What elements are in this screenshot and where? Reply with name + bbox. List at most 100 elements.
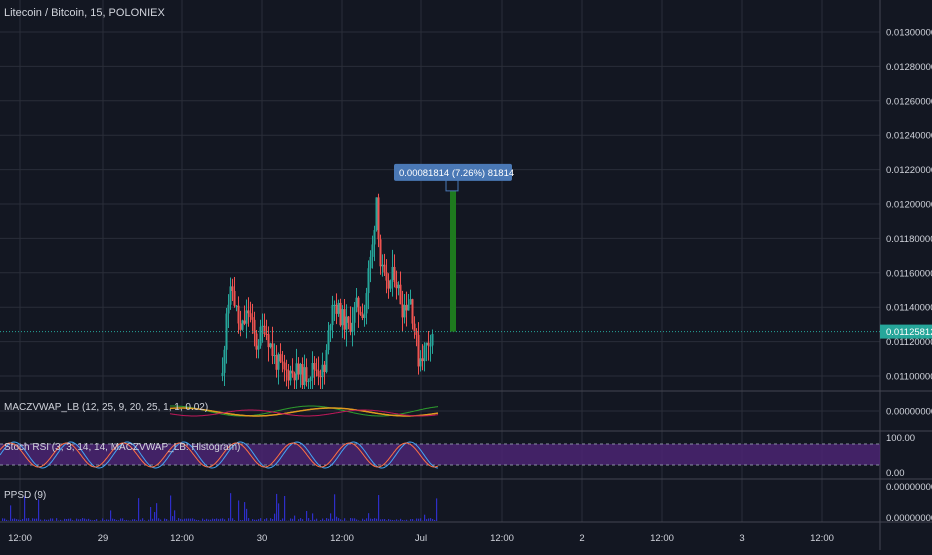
ppsd-bar xyxy=(322,519,323,521)
ppsd-bar xyxy=(20,520,21,521)
candle-body xyxy=(274,355,276,356)
ppsd-bar xyxy=(94,520,95,521)
candle-body xyxy=(318,371,320,376)
ppsd-bar xyxy=(246,509,247,521)
candle-body xyxy=(352,323,354,332)
candle-body xyxy=(280,354,282,361)
ppsd-bar xyxy=(258,519,259,521)
candle-body xyxy=(222,373,224,376)
ppsd-bar xyxy=(116,520,117,521)
candle-body xyxy=(302,364,304,385)
ppsd-bar xyxy=(38,499,39,521)
ppsd-bar xyxy=(194,519,195,521)
ppsd-bar xyxy=(124,520,125,521)
ppsd-bar xyxy=(118,520,119,521)
ppsd-bar xyxy=(278,503,279,521)
ppsd-bar xyxy=(328,519,329,521)
candle-body xyxy=(256,334,258,350)
time-tick-label: 29 xyxy=(98,533,109,544)
candle-body xyxy=(428,343,430,346)
candle-body xyxy=(384,265,386,273)
ppsd-bar xyxy=(392,520,393,521)
candle-body xyxy=(396,282,398,288)
candle-body xyxy=(250,313,252,317)
candle-body xyxy=(408,304,410,310)
candle-body xyxy=(406,305,408,310)
price-tick-label: 0.01120000 xyxy=(886,337,932,348)
candle-body xyxy=(382,265,384,267)
ppsd-bar xyxy=(202,519,203,521)
ppsd-bar xyxy=(166,519,167,521)
ppsd-bar xyxy=(404,520,405,521)
ppsd-bar xyxy=(410,519,411,521)
candle-body xyxy=(234,291,236,306)
ppsd-bar xyxy=(358,520,359,521)
ppsd-bar xyxy=(22,519,23,521)
candle-body xyxy=(298,363,300,374)
ppsd-bar xyxy=(354,518,355,521)
candle-body xyxy=(314,363,316,370)
ppsd-bar xyxy=(90,520,91,521)
candle-body xyxy=(284,363,286,370)
ppsd-bar xyxy=(138,498,139,521)
ppsd-bar xyxy=(150,507,151,521)
ppsd-bar xyxy=(158,518,159,521)
candle-body xyxy=(238,306,240,324)
ppsd-bar xyxy=(338,518,339,521)
candle-body xyxy=(224,350,226,373)
candle-body xyxy=(240,323,242,329)
ppsd-bar xyxy=(122,518,123,521)
candle-body xyxy=(252,317,254,320)
ppsd-bar xyxy=(80,519,81,521)
ppsd-bar xyxy=(426,519,427,521)
time-tick-label: 12:00 xyxy=(8,533,32,544)
candle-body xyxy=(340,303,342,325)
ppsd-bar xyxy=(92,520,93,521)
ppsd-bar xyxy=(180,519,181,521)
macz-axis-value: 0.00000000 xyxy=(886,407,932,418)
ppsd-bar xyxy=(144,520,145,521)
candle-body xyxy=(402,304,404,317)
ppsd-bar xyxy=(112,519,113,521)
price-tick-label: 0.01180000 xyxy=(886,234,932,245)
time-tick-label: 12:00 xyxy=(330,533,354,544)
ppsd-bar xyxy=(374,518,375,521)
candle-body xyxy=(360,312,362,315)
candle-body xyxy=(244,320,246,323)
candle-body xyxy=(404,305,406,317)
ppsd-bar xyxy=(186,519,187,521)
candle-body xyxy=(346,316,348,329)
ppsd-bar xyxy=(28,518,29,521)
candle-body xyxy=(344,309,346,330)
ppsd-bar xyxy=(114,519,115,521)
candle-body xyxy=(246,310,248,323)
candle-body xyxy=(380,239,382,266)
ppsd-bar xyxy=(106,519,107,521)
ppsd-bar xyxy=(424,515,425,521)
ppsd-bar xyxy=(164,519,165,521)
candle-body xyxy=(304,367,306,385)
ppsd-bar xyxy=(104,520,105,521)
candle-body xyxy=(398,285,400,288)
ppsd-bar xyxy=(16,519,17,521)
ppsd-bar xyxy=(68,519,69,521)
candle-body xyxy=(258,346,260,350)
ppsd-bar xyxy=(284,496,285,521)
ppsd-bar xyxy=(12,519,13,521)
ppsd-bar xyxy=(398,520,399,521)
ppsd-bar xyxy=(372,519,373,521)
ppsd-bar xyxy=(290,518,291,521)
ppsd-bar xyxy=(102,518,103,521)
ppsd-bar xyxy=(412,519,413,521)
ppsd-bar xyxy=(134,519,135,521)
ppsd-bar xyxy=(242,520,243,521)
candle-body xyxy=(392,267,394,280)
candle-body xyxy=(286,369,288,370)
ppsd-bar xyxy=(356,520,357,521)
ppsd-bar xyxy=(244,502,245,521)
ppsd-bar xyxy=(342,520,343,521)
stoch-axis-top: 100.00 xyxy=(886,433,915,444)
candle-body xyxy=(432,334,434,345)
